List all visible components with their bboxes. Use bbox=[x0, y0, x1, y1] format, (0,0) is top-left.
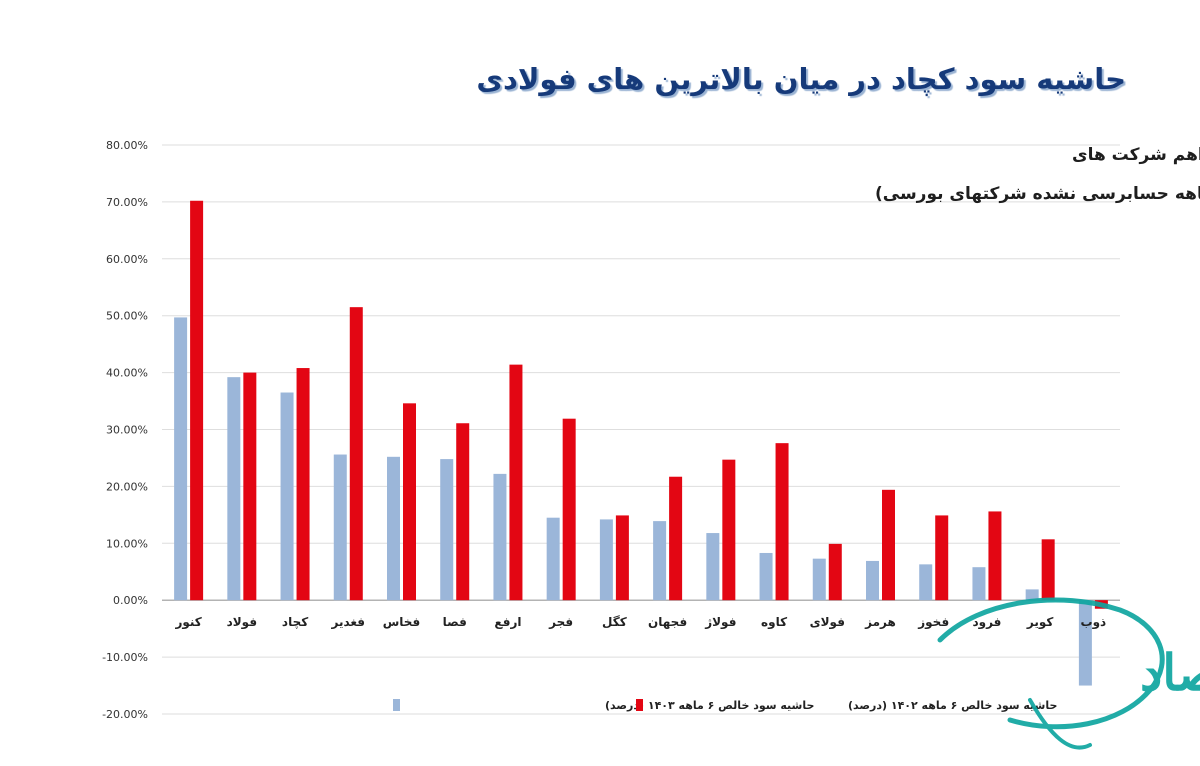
bar-1402 bbox=[243, 372, 257, 601]
bar-1403 bbox=[599, 519, 613, 601]
category-label: کگل bbox=[602, 615, 627, 629]
y-tick-label: 30.00% bbox=[106, 424, 148, 437]
watermark-text: صفحه اقتصاد bbox=[1140, 643, 1200, 702]
y-tick-label: 20.00% bbox=[106, 480, 148, 493]
y-tick-label: -20.00% bbox=[102, 708, 148, 721]
y-axis-tick-labels: 80.00% 70.00% 60.00% 50.00% 40.00% 30.00% 20.0… bbox=[102, 139, 148, 721]
bar-1403 bbox=[1025, 589, 1039, 601]
category-label: فولاد bbox=[227, 615, 257, 630]
bar-1403 bbox=[1078, 600, 1092, 686]
category-label: ذوب bbox=[1081, 615, 1107, 630]
bar-1403 bbox=[866, 560, 879, 601]
category-label: فولاژ bbox=[704, 615, 736, 630]
y-tick-label: 10.00% bbox=[106, 537, 148, 550]
category-label: فغدیر bbox=[331, 615, 366, 629]
bar-1403 bbox=[919, 564, 933, 601]
bar-1402 bbox=[456, 423, 470, 601]
category-label: فصا bbox=[443, 615, 467, 629]
bar-1403 bbox=[493, 473, 507, 601]
bar-1403 bbox=[174, 317, 188, 601]
chart-title-line-2: فولادی (صورتهای مالی ۶ ماهه حسابرسی نشده… bbox=[875, 184, 1200, 204]
bar-1402 bbox=[349, 307, 363, 601]
legend-label-1403: حاشیه سود خالص ۶ ماهه ۱۴۰۳ (درصد) bbox=[605, 699, 814, 712]
category-label: فخوز bbox=[917, 615, 949, 630]
bar-1403 bbox=[280, 392, 294, 601]
category-label: ارفع bbox=[494, 615, 521, 629]
bar-1402 bbox=[882, 489, 895, 601]
category-label: فجر bbox=[548, 615, 573, 629]
legend: حاشیه سود خالص ۶ ماهه ۱۴۰۳ (درصد) حاشیه … bbox=[393, 699, 1057, 712]
bar-1402 bbox=[722, 459, 736, 601]
category-label: فولای bbox=[810, 615, 845, 630]
bar-1403 bbox=[440, 459, 454, 601]
bar-1402 bbox=[296, 368, 310, 601]
bar-1403 bbox=[387, 456, 400, 601]
legend-swatch-1403 bbox=[393, 699, 400, 711]
bar-1403 bbox=[706, 533, 720, 601]
bar-1402 bbox=[1041, 539, 1055, 601]
bar-1402 bbox=[403, 403, 416, 601]
bar-1403 bbox=[759, 552, 773, 601]
legend-swatch-1402 bbox=[636, 699, 643, 711]
y-tick-label: -10.00% bbox=[102, 651, 148, 664]
category-label: فجهان bbox=[648, 615, 687, 629]
bar-1403 bbox=[333, 454, 347, 601]
bar-1403 bbox=[653, 521, 667, 601]
y-tick-label: 0.00% bbox=[113, 594, 148, 607]
watermark-logo: صفحه اقتصاد bbox=[937, 597, 1200, 750]
chart-title-line-1: درصد حاشیه سود خالص به عملکرد ۶ ماهه ابت… bbox=[1072, 145, 1200, 165]
bar-1402 bbox=[775, 443, 789, 601]
bars bbox=[174, 200, 1108, 686]
page-title: حاشیه سود کچاد در میان بالاترین های فولا… bbox=[476, 62, 1126, 96]
bar-1403 bbox=[812, 558, 826, 601]
category-label: کنور bbox=[174, 615, 201, 630]
bar-1403 bbox=[972, 567, 986, 601]
y-tick-label: 50.00% bbox=[106, 310, 148, 323]
bar-1402 bbox=[988, 511, 1002, 601]
watermark-swash bbox=[937, 597, 1165, 730]
bar-1403 bbox=[546, 517, 560, 601]
y-tick-label: 60.00% bbox=[106, 253, 148, 266]
bar-1402 bbox=[669, 476, 683, 601]
bar-1402 bbox=[562, 418, 576, 601]
y-tick-label: 80.00% bbox=[106, 139, 148, 152]
bar-1402 bbox=[509, 364, 523, 601]
category-label: فخاس bbox=[383, 615, 421, 629]
bar-1402 bbox=[615, 515, 629, 601]
watermark-swash-2 bbox=[1028, 698, 1092, 750]
bar-1402 bbox=[935, 515, 949, 601]
category-label: فرود bbox=[972, 615, 1001, 630]
category-label: کویر bbox=[1026, 615, 1053, 630]
bar-1403 bbox=[227, 377, 241, 601]
bar-1402 bbox=[190, 200, 204, 601]
category-label: کاوه bbox=[761, 615, 787, 630]
category-label: کچاد bbox=[282, 615, 308, 629]
y-tick-label: 40.00% bbox=[106, 367, 148, 380]
bar-1402 bbox=[828, 543, 842, 601]
y-tick-label: 70.00% bbox=[106, 196, 148, 209]
category-labels: کنور فولاد کچاد فغدیر فخاس فصا ارفع فجر کگل فجهان… bbox=[174, 615, 1106, 630]
legend-label-1402: حاشیه سود خالص ۶ ماهه ۱۴۰۲ (درصد) bbox=[848, 699, 1057, 712]
category-label: هرمز bbox=[864, 615, 896, 629]
grid-lines bbox=[162, 144, 1120, 715]
